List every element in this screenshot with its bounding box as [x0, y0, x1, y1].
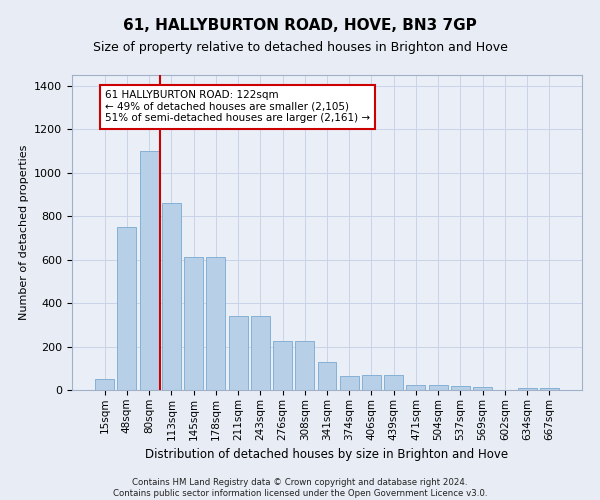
X-axis label: Distribution of detached houses by size in Brighton and Hove: Distribution of detached houses by size …	[145, 448, 509, 461]
Bar	[206, 258, 225, 390]
Text: Size of property relative to detached houses in Brighton and Hove: Size of property relative to detached ho…	[92, 41, 508, 54]
Y-axis label: Number of detached properties: Number of detached properties	[19, 145, 29, 320]
Bar	[229, 316, 248, 390]
Bar	[429, 384, 448, 390]
Text: 61, HALLYBURTON ROAD, HOVE, BN3 7GP: 61, HALLYBURTON ROAD, HOVE, BN3 7GP	[123, 18, 477, 32]
Bar	[540, 388, 559, 390]
Bar	[362, 375, 381, 390]
Bar	[384, 375, 403, 390]
Bar	[162, 203, 181, 390]
Text: 61 HALLYBURTON ROAD: 122sqm
← 49% of detached houses are smaller (2,105)
51% of : 61 HALLYBURTON ROAD: 122sqm ← 49% of det…	[105, 90, 370, 124]
Bar	[518, 388, 536, 390]
Bar	[118, 227, 136, 390]
Bar	[473, 388, 492, 390]
Bar	[317, 362, 337, 390]
Bar	[184, 258, 203, 390]
Text: Contains HM Land Registry data © Crown copyright and database right 2024.
Contai: Contains HM Land Registry data © Crown c…	[113, 478, 487, 498]
Bar	[451, 386, 470, 390]
Bar	[406, 384, 425, 390]
Bar	[340, 376, 359, 390]
Bar	[295, 341, 314, 390]
Bar	[273, 341, 292, 390]
Bar	[251, 316, 270, 390]
Bar	[95, 379, 114, 390]
Bar	[140, 151, 158, 390]
